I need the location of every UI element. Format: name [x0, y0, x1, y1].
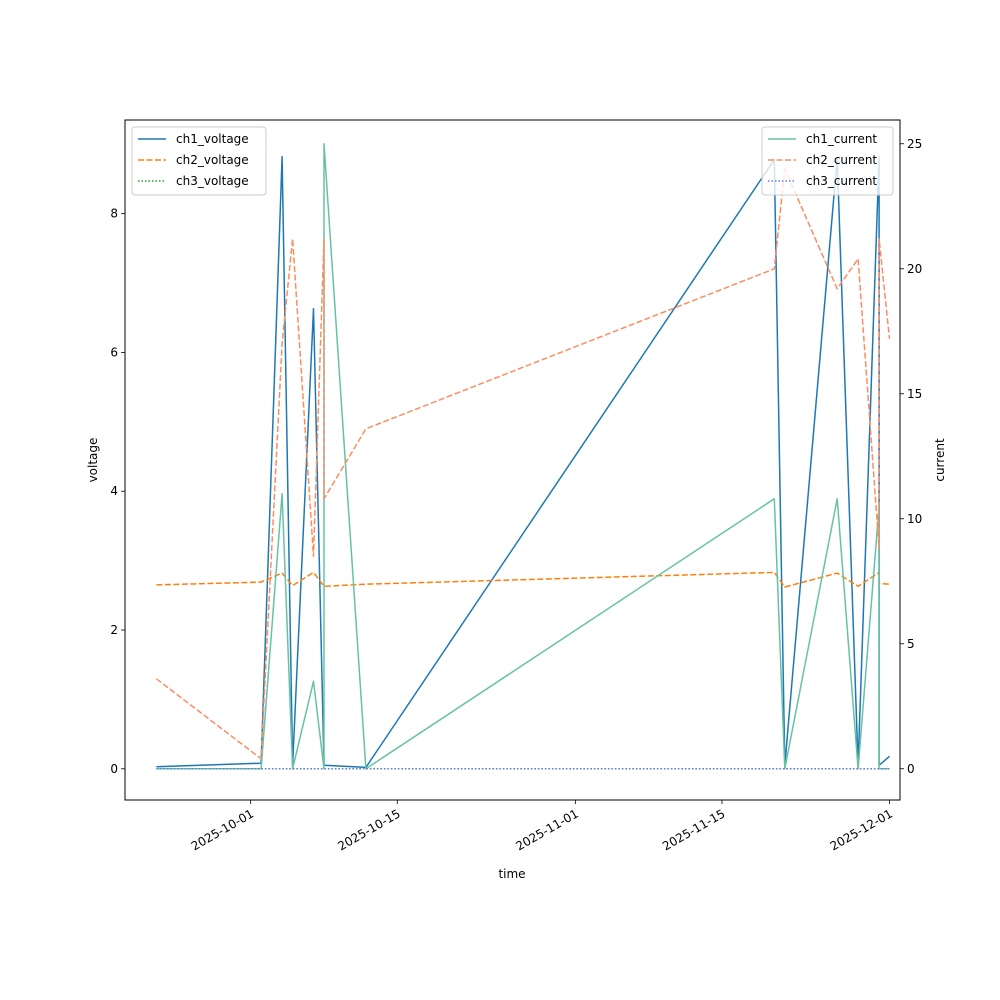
plot-frame — [124, 119, 901, 801]
legend-current: ch1_current ch2_current ch3_current — [761, 126, 894, 196]
y-left-tick-label: 4 — [110, 484, 118, 498]
y-left-tick-label: 6 — [110, 345, 118, 359]
legend-label-ch1_voltage: ch1_voltage — [176, 132, 249, 146]
y-right-tick-label: 25 — [907, 137, 922, 151]
y-axis-left: 0 2 4 6 8 — [110, 207, 125, 776]
y-right-tick-label: 10 — [907, 512, 922, 526]
x-tick-label: 2025-10-01 — [189, 806, 256, 853]
legend-voltage: ch1_voltage ch2_voltage ch3_voltage — [131, 126, 267, 196]
x-tick-label: 2025-11-01 — [513, 806, 580, 853]
y-right-tick-label: 5 — [907, 637, 915, 651]
legend-label-ch2_voltage: ch2_voltage — [176, 153, 249, 167]
x-axis-label: time — [498, 867, 525, 881]
series-line-ch1_voltage — [156, 156, 890, 769]
y-left-tick-label: 2 — [110, 623, 118, 637]
legend-label-ch2_current: ch2_current — [806, 153, 877, 167]
x-tick-label: 2025-10-15 — [335, 806, 402, 853]
y-axis-left-label: voltage — [86, 438, 100, 483]
series-line-ch1_current — [156, 143, 890, 770]
y-left-tick-label: 0 — [110, 762, 118, 776]
series-line-ch2_current — [155, 168, 891, 760]
x-tick-label: 2025-11-15 — [660, 806, 727, 853]
x-tick-label: 2025-12-01 — [828, 806, 895, 853]
y-right-tick-label: 0 — [907, 762, 915, 776]
y-right-tick-label: 15 — [907, 387, 922, 401]
legend-label-ch3_current: ch3_current — [806, 174, 877, 188]
series-line-ch2_voltage — [156, 571, 890, 588]
y-axis-right-label: current — [933, 438, 947, 482]
y-right-tick-label: 20 — [907, 262, 922, 276]
y-axis-right: 0 5 10 15 20 25 — [900, 137, 922, 776]
legend-label-ch3_voltage: ch3_voltage — [176, 174, 249, 188]
plot-lines — [155, 143, 891, 770]
x-axis: 2025-10-01 2025-10-15 2025-11-01 2025-11-15… — [189, 800, 895, 853]
legend-label-ch1_current: ch1_current — [806, 132, 877, 146]
y-left-tick-label: 8 — [110, 207, 118, 221]
